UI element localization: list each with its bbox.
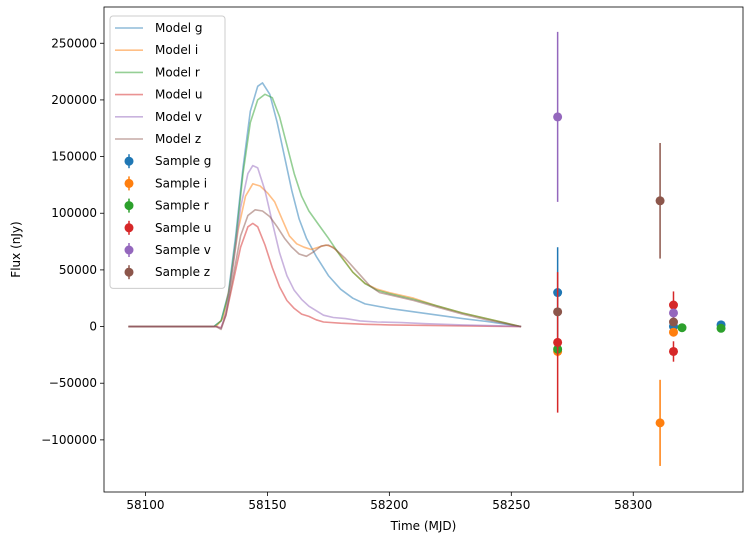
- marker: [553, 307, 563, 317]
- marker: [716, 323, 726, 333]
- legend-item-model-u: Model u: [115, 88, 202, 102]
- point-sample-z-0: [553, 307, 563, 317]
- point-sample-v-0: [553, 31, 563, 202]
- sample-points: [553, 31, 726, 466]
- legend-label: Model v: [155, 110, 202, 124]
- legend-label: Model g: [155, 21, 202, 35]
- point-sample-u-2: [668, 341, 678, 362]
- legend-label: Sample v: [155, 243, 211, 257]
- legend-item-model-r: Model r: [115, 65, 200, 79]
- legend-box: [109, 15, 226, 289]
- legend-label: Sample g: [155, 154, 211, 168]
- legend-label: Sample z: [155, 265, 210, 279]
- point-sample-z-2: [668, 317, 678, 327]
- legend-item-model-i: Model i: [115, 43, 198, 57]
- marker: [677, 323, 687, 333]
- x-tick-label: 58300: [614, 498, 652, 512]
- point-sample-v-1: [668, 308, 678, 318]
- legend-label: Sample r: [155, 199, 209, 213]
- x-tick-label: 58250: [492, 498, 530, 512]
- legend: Model g Model i Model r Model u Model v Model…: [109, 15, 226, 289]
- legend-item-sample-z: Sample z: [124, 265, 210, 280]
- model-lines: [128, 82, 522, 331]
- y-tick-label: 50000: [59, 263, 97, 277]
- axes-frame: [103, 6, 744, 493]
- legend-label: Model i: [155, 43, 198, 57]
- legend-label: Model z: [155, 132, 201, 146]
- legend-item-model-v: Model v: [115, 110, 202, 124]
- marker: [553, 112, 563, 122]
- legend-swatch: [124, 267, 134, 277]
- legend-swatch: [124, 223, 134, 233]
- x-axis-label: Time (MJD): [390, 519, 457, 533]
- legend-swatch: [124, 156, 134, 166]
- legend-label: Sample i: [155, 176, 207, 190]
- legend-label: Sample u: [155, 221, 211, 235]
- line-model-v: [128, 164, 522, 330]
- x-tick-label: 58200: [370, 498, 408, 512]
- point-sample-i-2: [668, 327, 678, 337]
- plot-area: [128, 31, 726, 466]
- y-tick-label: 100000: [51, 206, 97, 220]
- x-tick-label: 58150: [248, 498, 286, 512]
- legend-item-sample-v: Sample v: [124, 243, 211, 257]
- y-tick-label: 250000: [51, 36, 97, 50]
- x-tick-label: 58100: [126, 498, 164, 512]
- line-model-r: [128, 93, 522, 328]
- legend-item-sample-u: Sample u: [124, 220, 211, 235]
- point-sample-r-1: [677, 323, 687, 333]
- legend-item-model-z: Model z: [115, 132, 201, 146]
- line-model-z: [128, 209, 522, 331]
- y-tick-label: −100000: [41, 433, 97, 447]
- marker: [668, 317, 678, 327]
- marker: [668, 308, 678, 318]
- legend-item-sample-g: Sample g: [124, 154, 211, 169]
- legend-swatch: [124, 201, 134, 211]
- marker: [668, 346, 678, 356]
- legend-item-sample-i: Sample i: [124, 176, 207, 191]
- marker: [668, 327, 678, 337]
- y-tick-label: 150000: [51, 150, 97, 164]
- legend-item-model-g: Model g: [115, 21, 202, 35]
- legend-label: Model u: [155, 88, 202, 102]
- point-sample-r-2: [716, 323, 726, 333]
- y-axis-ticks: −100000 −50000 0 50000 100000 150000 200000 250…: [41, 36, 104, 447]
- marker: [553, 337, 563, 347]
- marker: [668, 300, 678, 310]
- point-sample-u-0: [553, 272, 563, 413]
- y-axis-label: Flux (nJy): [9, 221, 23, 277]
- y-tick-label: −50000: [49, 376, 97, 390]
- marker: [655, 418, 665, 428]
- legend-label: Model r: [155, 65, 200, 79]
- legend-swatch: [124, 245, 134, 255]
- x-axis-ticks: 58100 58150 58200 58250 58300: [126, 492, 652, 512]
- y-tick-label: 200000: [51, 93, 97, 107]
- line-model-u: [128, 222, 522, 329]
- point-sample-i-1: [655, 379, 665, 466]
- legend-item-sample-r: Sample r: [124, 198, 209, 213]
- legend-swatch: [124, 178, 134, 188]
- y-tick-label: 0: [89, 320, 97, 334]
- marker: [655, 196, 665, 206]
- point-sample-z-1: [655, 142, 665, 259]
